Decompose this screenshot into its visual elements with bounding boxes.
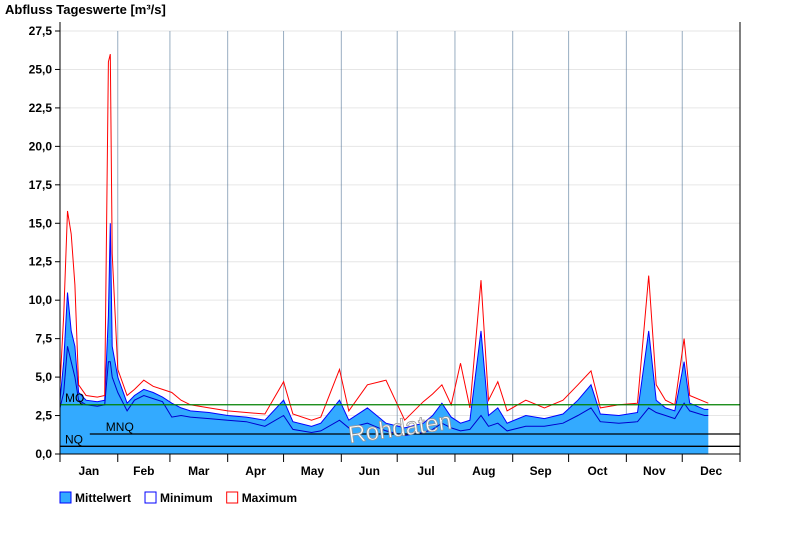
month-label: Jun [359, 464, 380, 478]
y-tick-label: 2,5 [35, 409, 52, 423]
y-tick-label: 15,0 [29, 216, 53, 230]
legend-swatch [144, 491, 157, 504]
legend-swatch [226, 491, 239, 504]
reference-label-mq: MQ [65, 391, 84, 405]
month-label: Mar [188, 464, 210, 478]
month-label: Apr [245, 464, 266, 478]
legend-swatch [59, 491, 72, 504]
month-label: Jul [417, 464, 434, 478]
y-tick-label: 27,5 [29, 24, 53, 38]
y-tick-label: 25,0 [29, 62, 53, 76]
minimum-line [59, 346, 709, 437]
y-tick-label: 0,0 [35, 447, 52, 461]
maximum-line [59, 53, 709, 422]
month-label: Oct [587, 464, 607, 478]
y-tick-label: 10,0 [29, 293, 53, 307]
reference-label-nq: NQ [65, 432, 83, 446]
chart-title: Abfluss Tageswerte [m³/s] [5, 2, 166, 17]
legend-label: Mittelwert [75, 491, 131, 505]
y-tick-label: 12,5 [29, 255, 53, 269]
month-label: Dec [700, 464, 722, 478]
month-label: Jan [79, 464, 100, 478]
month-label: Nov [643, 464, 666, 478]
y-tick-label: 17,5 [29, 178, 53, 192]
mean-area [60, 223, 709, 454]
mean-line [59, 223, 709, 429]
month-label: Aug [472, 464, 495, 478]
y-tick-label: 5,0 [35, 370, 52, 384]
y-tick-label: 22,5 [29, 101, 53, 115]
month-label: Feb [133, 464, 154, 478]
y-tick-label: 7,5 [35, 332, 52, 346]
reference-label-mnq: MNQ [106, 420, 134, 434]
legend-label: Minimum [160, 491, 213, 505]
month-label: May [301, 464, 325, 478]
y-tick-label: 20,0 [29, 139, 53, 153]
month-label: Sep [530, 464, 552, 478]
legend-label: Maximum [242, 491, 297, 505]
